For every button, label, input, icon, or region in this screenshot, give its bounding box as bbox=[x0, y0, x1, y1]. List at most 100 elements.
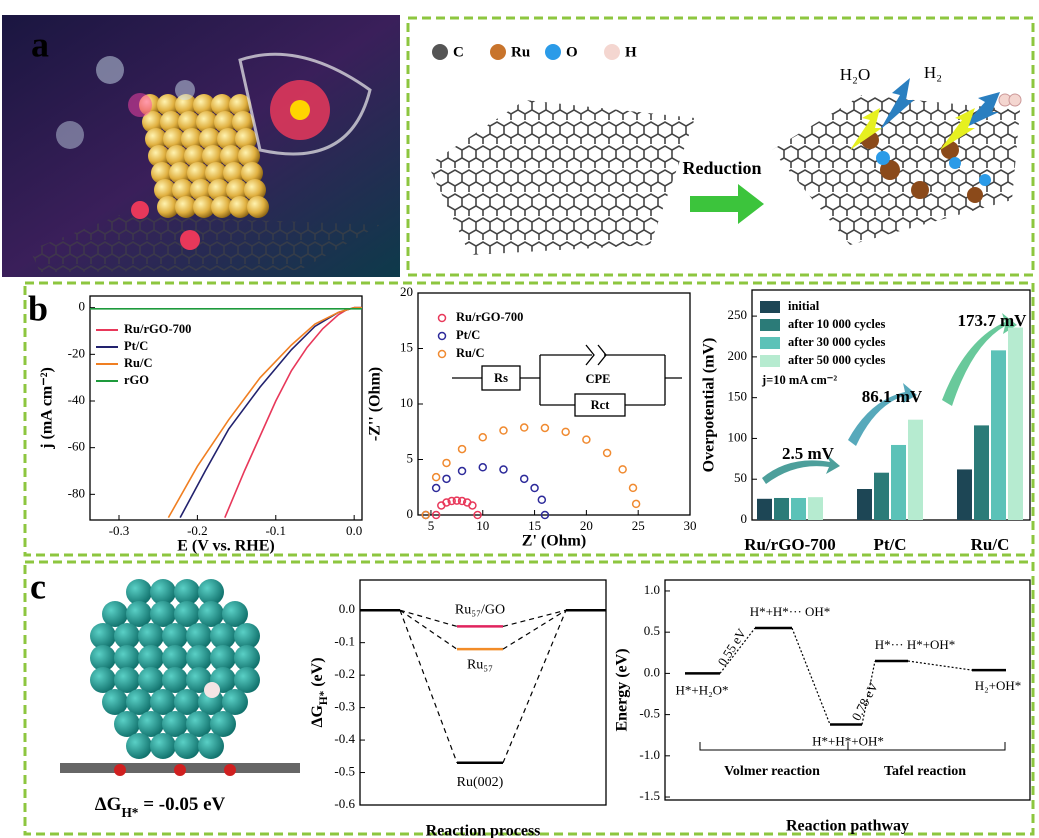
gold-atom bbox=[235, 128, 257, 150]
y-tick-label: 0.5 bbox=[644, 623, 660, 638]
ru-atom bbox=[174, 579, 200, 605]
o-atom bbox=[224, 764, 236, 776]
legend-marker bbox=[437, 331, 447, 341]
y-axis-label: Overpotential (mV) bbox=[701, 338, 718, 473]
y-tick-label: 0 bbox=[741, 511, 748, 526]
legend-label: initial bbox=[788, 299, 820, 313]
legend-label: Ru/rGO-700 bbox=[456, 310, 523, 324]
gold-atom bbox=[175, 196, 197, 218]
ru-atom bbox=[174, 601, 200, 627]
point bbox=[473, 510, 482, 520]
y-tick-label: -0.5 bbox=[639, 706, 660, 721]
gold-atom bbox=[205, 162, 227, 184]
y-axis-label: j (mA cm⁻²) bbox=[39, 367, 56, 450]
bar bbox=[857, 489, 872, 520]
level-label: Ru₅₇ bbox=[467, 657, 493, 672]
y-tick-label: 0 bbox=[79, 299, 86, 314]
ru-atom bbox=[150, 733, 176, 759]
y-tick-label: 0 bbox=[407, 506, 414, 521]
text-part: ΔG bbox=[95, 794, 122, 815]
y-tick-label: -60 bbox=[68, 439, 85, 454]
legend-swatch bbox=[490, 44, 506, 60]
ru-atom bbox=[210, 623, 236, 649]
x-tick-label: 20 bbox=[580, 518, 593, 533]
ru-atom bbox=[186, 711, 212, 737]
reaction-label: Volmer reaction bbox=[724, 764, 820, 779]
point bbox=[602, 448, 612, 458]
gold-atom bbox=[244, 179, 266, 201]
panel-label: c bbox=[30, 566, 46, 606]
gold-atom bbox=[169, 162, 191, 184]
connector bbox=[399, 609, 458, 628]
state-label: H₂+OH* bbox=[975, 678, 1022, 693]
y-tick-label: 5 bbox=[407, 450, 414, 465]
barrier-label: 0.78 eV bbox=[848, 679, 881, 723]
point bbox=[457, 466, 467, 476]
gold-atom bbox=[142, 111, 164, 133]
ru-atom bbox=[90, 645, 116, 671]
scheme-label: Reduction bbox=[682, 158, 761, 178]
point bbox=[478, 463, 488, 472]
barrier-label: 0.55 eV bbox=[714, 625, 749, 668]
ru-atom bbox=[234, 623, 260, 649]
legend-label: Pt/C bbox=[456, 328, 480, 342]
ru-atom bbox=[234, 645, 260, 671]
gold-atom bbox=[196, 111, 218, 133]
gold-atom bbox=[178, 111, 200, 133]
gold-atom bbox=[184, 145, 206, 167]
y-tick-label: -0.3 bbox=[334, 699, 355, 714]
structure-model bbox=[60, 579, 300, 776]
state-label: H*+H*+OH* bbox=[812, 733, 884, 748]
o-atom bbox=[174, 764, 186, 776]
ru-atom bbox=[138, 623, 164, 649]
ru-atom bbox=[150, 601, 176, 627]
gold-atom bbox=[211, 196, 233, 218]
x-tick-label: 5 bbox=[428, 518, 435, 533]
ru-atom bbox=[162, 667, 188, 693]
plot-frame bbox=[417, 292, 691, 516]
gold-atom bbox=[163, 128, 185, 150]
connector bbox=[502, 609, 567, 628]
connector bbox=[791, 627, 831, 725]
text-part: ΔG bbox=[309, 705, 326, 728]
point bbox=[540, 510, 550, 520]
legend-label: after 30 000 cycles bbox=[788, 335, 885, 349]
y-tick-label: 200 bbox=[728, 348, 748, 363]
legend-swatch bbox=[545, 44, 561, 60]
x-tick-label: Ru/C bbox=[971, 535, 1010, 554]
gold-atom bbox=[208, 179, 230, 201]
ru-atom bbox=[186, 623, 212, 649]
y-tick-label: 20 bbox=[400, 284, 413, 299]
point bbox=[537, 495, 547, 505]
gold-atom bbox=[202, 145, 224, 167]
legend-swatch bbox=[760, 355, 780, 367]
ru-atom bbox=[138, 711, 164, 737]
bar bbox=[757, 498, 772, 520]
y-tick-label: 50 bbox=[734, 470, 747, 485]
ru-atom bbox=[138, 667, 164, 693]
legend-label: after 50 000 cycles bbox=[788, 353, 885, 367]
scheme-label: H₂ bbox=[924, 63, 942, 82]
connector bbox=[399, 609, 458, 764]
legend-label: Ru/C bbox=[124, 356, 152, 370]
o-atom bbox=[114, 764, 126, 776]
ru-atom bbox=[114, 645, 140, 671]
ru-atom bbox=[126, 579, 152, 605]
illustration bbox=[2, 15, 400, 277]
point bbox=[540, 423, 550, 433]
gold-atom bbox=[166, 145, 188, 167]
legend-label: Ru/C bbox=[456, 346, 484, 360]
bar bbox=[908, 419, 923, 520]
y-tick-label: -0.6 bbox=[334, 796, 355, 811]
gold-atom bbox=[151, 162, 173, 184]
level-label: Ru(002) bbox=[457, 775, 504, 790]
ru-atom bbox=[198, 601, 224, 627]
ru-atom bbox=[174, 733, 200, 759]
state-label: H*+H₂O* bbox=[675, 682, 728, 697]
legend-label: H bbox=[625, 44, 637, 60]
scheme-label: H₂O bbox=[840, 65, 870, 84]
y-tick-label: 250 bbox=[728, 307, 748, 322]
ru-atom bbox=[222, 601, 248, 627]
gold-atom bbox=[172, 179, 194, 201]
gold-atom bbox=[181, 128, 203, 150]
